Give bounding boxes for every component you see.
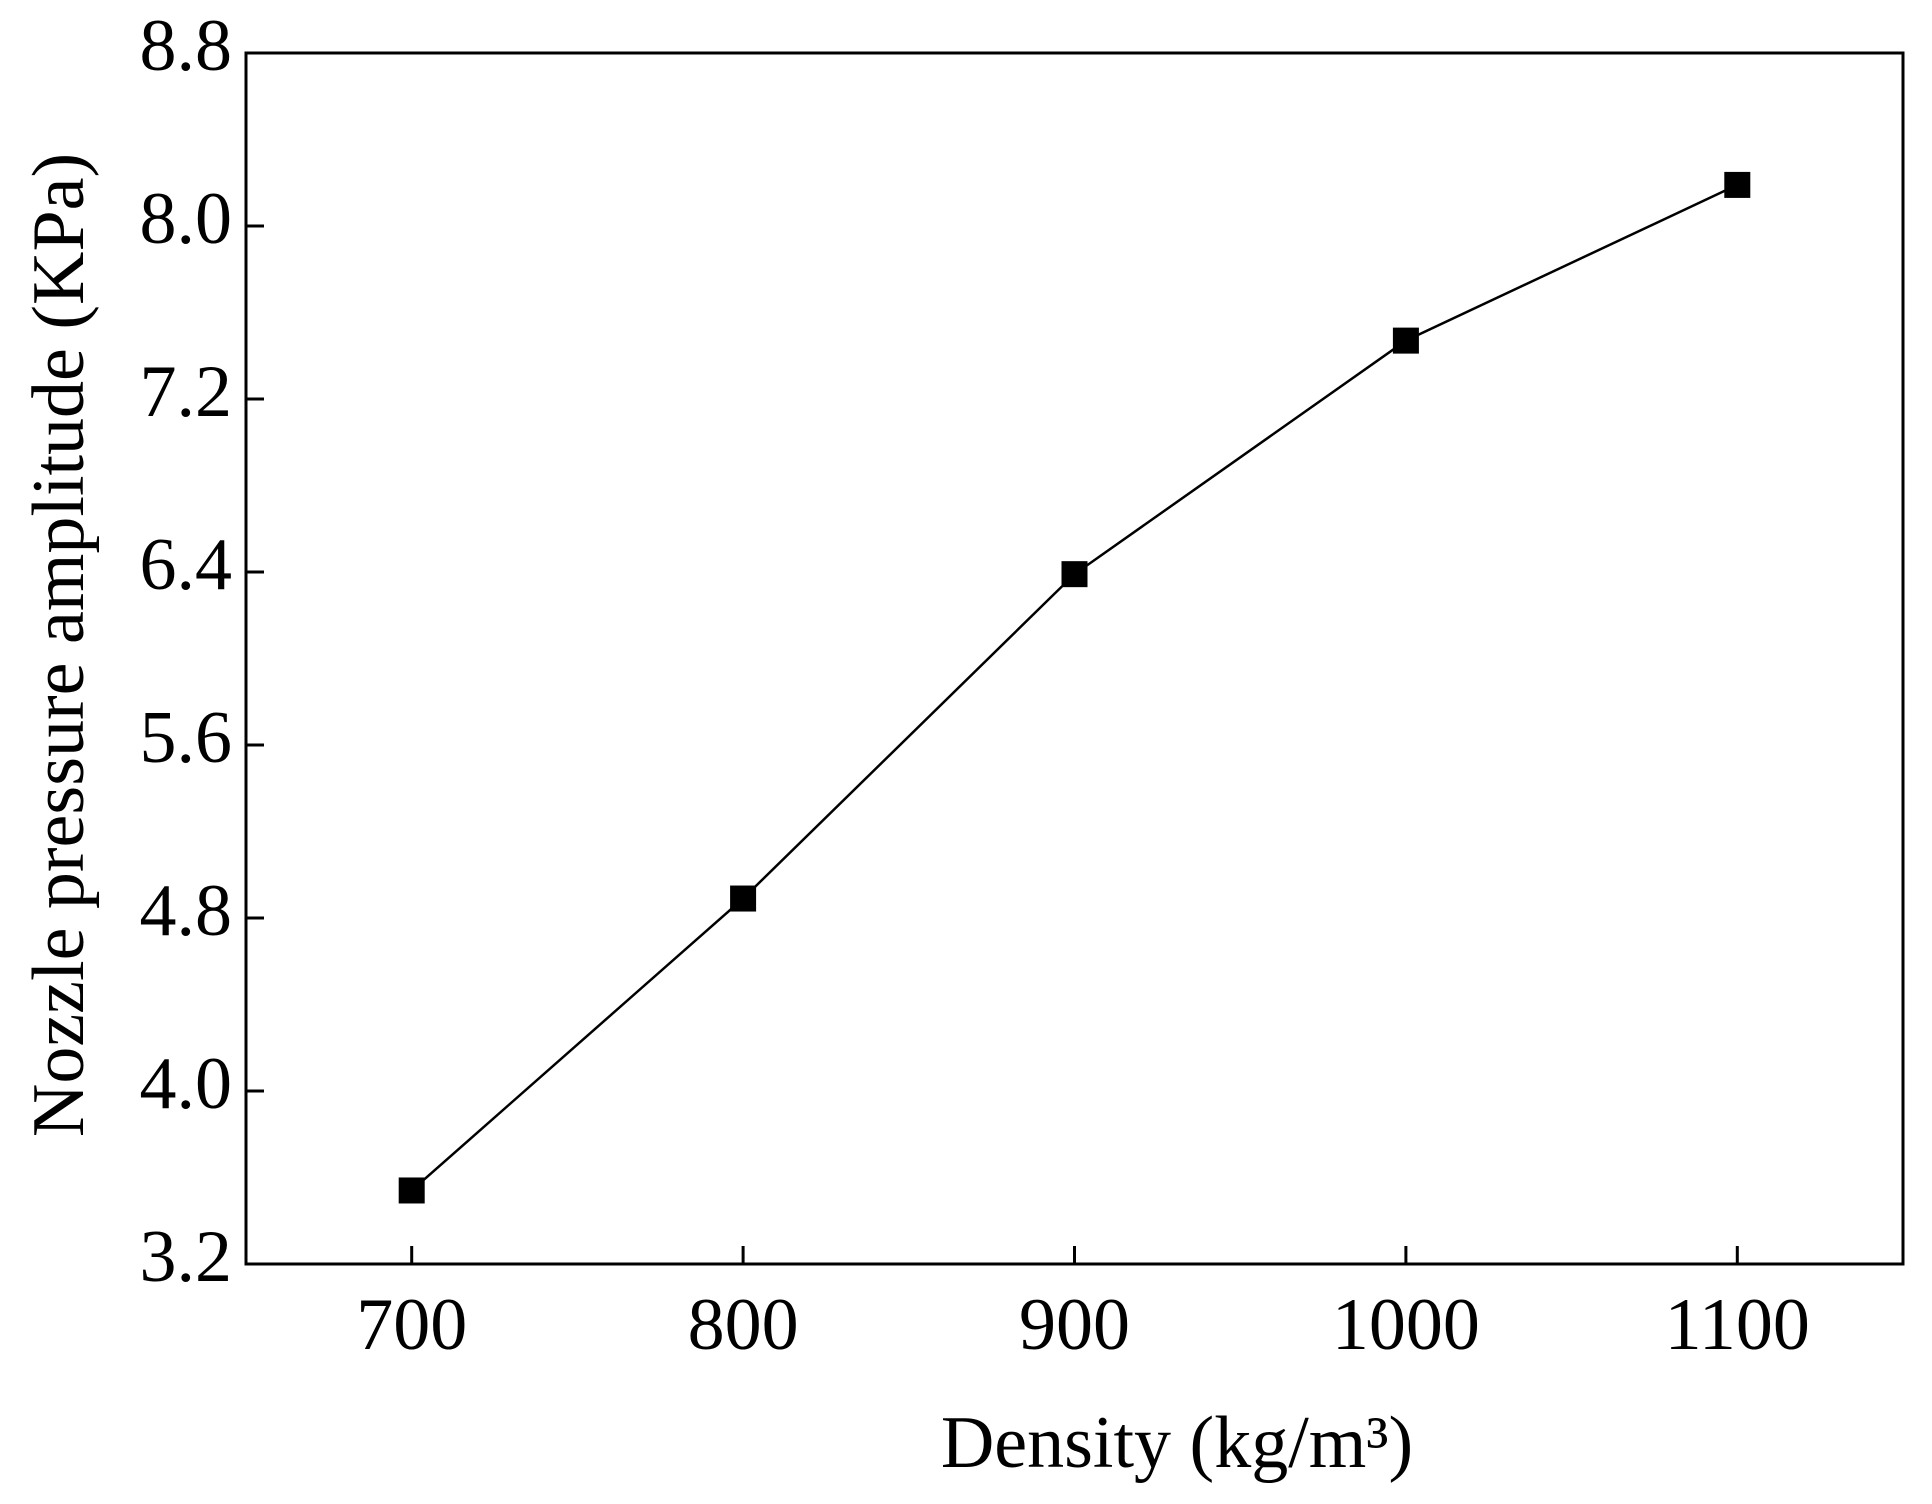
data-line	[410, 183, 1738, 1192]
y-axis-title: Nozzle pressure amplitude (KPa)	[18, 153, 100, 1137]
y-tick-label: 4.8	[140, 870, 233, 952]
data-point	[730, 885, 757, 912]
x-tick-label: 1100	[1665, 1284, 1810, 1366]
data-point	[1392, 327, 1419, 354]
x-tick-label: 1000	[1332, 1284, 1480, 1366]
y-tick-label: 7.2	[140, 351, 233, 433]
y-tick-label: 6.4	[140, 524, 233, 606]
data-point	[1724, 171, 1751, 198]
plot-frame	[244, 51, 1905, 1266]
x-axis-title: Density (kg/m³)	[941, 1402, 1413, 1484]
x-tick-label: 900	[1019, 1284, 1130, 1366]
y-tick-label: 8.8	[140, 5, 233, 87]
data-point	[1061, 561, 1088, 588]
y-tick-label: 8.0	[140, 178, 233, 260]
y-tick-label: 4.0	[140, 1043, 233, 1125]
x-tick-label: 800	[688, 1284, 799, 1366]
y-tick-label: 5.6	[140, 697, 233, 779]
data-point	[398, 1177, 425, 1204]
x-tick-label: 700	[356, 1284, 467, 1366]
y-tick-label: 3.2	[140, 1216, 233, 1298]
